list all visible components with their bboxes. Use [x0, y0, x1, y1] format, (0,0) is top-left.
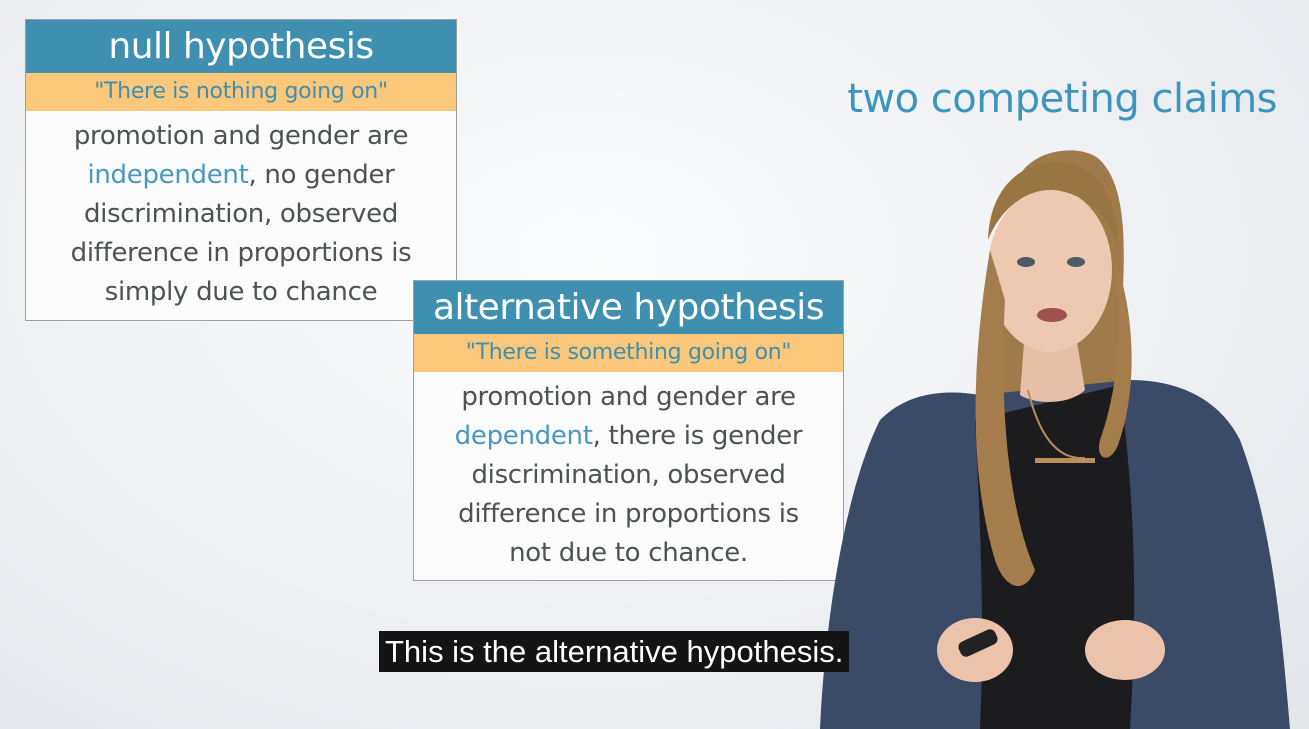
subtitle-caption: This is the alternative hypothesis.	[379, 631, 850, 672]
alt-body-line: dependent, there is gender	[424, 417, 833, 456]
presenter-eye-right	[1067, 257, 1085, 267]
presenter-hand-right	[1085, 620, 1165, 680]
alt-body-line: difference in proportions is	[458, 499, 799, 529]
presenter-figure	[820, 150, 1290, 729]
null-body-text: , no gender	[248, 160, 395, 190]
alt-highlight-term: dependent	[454, 421, 593, 451]
null-hypothesis-card: null hypothesis "There is nothing going …	[25, 19, 457, 321]
null-highlight-term: independent	[87, 160, 249, 190]
presenter-hair-right	[1099, 250, 1132, 458]
presenter-mouth	[1037, 308, 1067, 322]
null-body-line: discrimination, observed	[83, 199, 399, 229]
null-body-line: promotion and gender are	[73, 121, 409, 151]
alt-body-line: not due to chance.	[509, 538, 748, 568]
alternative-hypothesis-quote: "There is something going on"	[414, 334, 843, 372]
presenter-clicker	[958, 629, 998, 657]
alternative-hypothesis-card: alternative hypothesis "There is somethi…	[413, 280, 844, 581]
null-body-line: independent, no gender	[36, 156, 446, 195]
alternative-hypothesis-title: alternative hypothesis	[414, 281, 843, 334]
null-body-line: difference in proportions is	[70, 238, 412, 268]
null-body-line: simply due to chance	[104, 277, 378, 307]
presenter-necklace	[1027, 389, 1086, 460]
alt-body-text: , there is gender	[592, 421, 803, 451]
alternative-hypothesis-body: promotion and gender are dependent, ther…	[414, 372, 843, 573]
presenter-hair-left	[975, 250, 1035, 587]
null-hypothesis-body: promotion and gender are independent, no…	[26, 111, 456, 312]
alt-body-line: promotion and gender are	[461, 382, 796, 412]
alt-body-line: discrimination, observed	[471, 460, 786, 490]
presenter-hair-front	[988, 161, 1118, 250]
null-hypothesis-title: null hypothesis	[26, 20, 456, 73]
presenter-face	[988, 188, 1112, 352]
null-hypothesis-quote: "There is nothing going on"	[26, 73, 456, 111]
slide-headline: two competing claims	[847, 76, 1277, 122]
presenter-eye-left	[1017, 257, 1035, 267]
presenter-pendant	[1035, 458, 1095, 463]
